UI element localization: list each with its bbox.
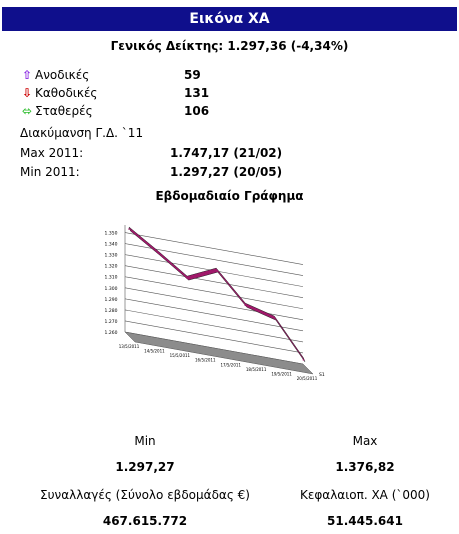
- y-tick-label: 1.270: [105, 319, 118, 325]
- y-tick-label: 1.340: [105, 242, 118, 248]
- min-2011-label: Min 2011:: [20, 165, 80, 179]
- chart-floor: [124, 331, 314, 375]
- legend-label: S1: [319, 372, 325, 378]
- data-point: [128, 228, 130, 230]
- weekly-chart-title: Εβδομαδιαίο Γράφημα: [155, 189, 304, 203]
- weekly-chart: 1.350 1.340 1.330 1.320 1.310 1.300 1.290 1.280…: [105, 225, 325, 381]
- min-2011-value: 1.297,27 (20/05): [170, 165, 283, 179]
- gridline: [124, 298, 304, 332]
- y-tick-label: 1.320: [105, 264, 118, 270]
- y-tick-label: 1.310: [105, 275, 118, 281]
- summary-min-label: Min: [134, 434, 156, 448]
- max-2011-label: Max 2011:: [20, 146, 84, 160]
- data-point: [186, 277, 188, 279]
- y-tick-label: 1.260: [105, 330, 118, 336]
- capitalization-label: Κεφαλαιοπ. ΧΑ (`000): [300, 488, 430, 502]
- summary-max-label: Max: [352, 434, 378, 448]
- data-point: [273, 317, 276, 319]
- up-arrow-icon: ⇧: [21, 68, 33, 82]
- data-point: [302, 359, 305, 361]
- x-tick-label: 14/5/2011: [144, 349, 165, 354]
- transactions-label: Συναλλαγές (Σύνολο εβδομάδας €): [39, 488, 250, 502]
- x-tick-label: 16/5/2011: [195, 358, 216, 363]
- declining-value: 131: [184, 86, 210, 100]
- x-tick-label: 15/5/2011: [170, 353, 191, 358]
- gridline: [124, 265, 304, 298]
- page-header: Εικόνα ΧΑ: [2, 7, 457, 31]
- declining-label: Καθοδικές: [35, 86, 98, 100]
- capitalization-value: 51.445.641: [327, 514, 403, 528]
- gridline: [124, 276, 304, 310]
- gridline: [124, 232, 304, 265]
- gridline: [124, 309, 304, 343]
- data-point: [157, 252, 159, 254]
- y-tick-label: 1.280: [105, 308, 118, 314]
- gridline: [124, 287, 304, 321]
- left-right-arrow-icon: ⬄: [21, 104, 33, 118]
- summary-min-value: 1.297,27: [115, 460, 175, 474]
- down-arrow-icon: ⇩: [21, 86, 33, 100]
- unchanged-label: Σταθερές: [35, 104, 93, 118]
- y-tick-label: 1.300: [105, 286, 118, 292]
- data-point: [215, 269, 218, 271]
- y-tick-label: 1.290: [105, 297, 118, 303]
- advancing-value: 59: [184, 68, 201, 82]
- y-tick-label: 1.330: [105, 253, 118, 259]
- page-title: Εικόνα ΧΑ: [189, 11, 270, 27]
- range-heading: Διακύμανση Γ.Δ. `11: [20, 126, 144, 140]
- max-2011-value: 1.747,17 (21/02): [170, 146, 283, 160]
- x-tick-label: 18/5/2011: [246, 367, 267, 372]
- y-tick-label: 1.350: [105, 231, 118, 237]
- x-tick-label: 19/5/2011: [271, 371, 292, 376]
- x-tick-label: 13/5/2011: [119, 344, 140, 349]
- general-index: Γενικός Δείκτης: 1.297,36 (-4,34%): [110, 39, 349, 53]
- data-point: [244, 304, 247, 306]
- advancing-label: Ανοδικές: [35, 68, 90, 82]
- gridline: [124, 320, 304, 354]
- x-tick-label: 20/5/2011: [297, 376, 318, 381]
- transactions-value: 467.615.772: [102, 514, 188, 528]
- summary-max-value: 1.376,82: [335, 460, 395, 474]
- x-tick-label: 17/5/2011: [220, 362, 241, 367]
- unchanged-value: 106: [184, 104, 210, 118]
- series-line: [128, 226, 306, 362]
